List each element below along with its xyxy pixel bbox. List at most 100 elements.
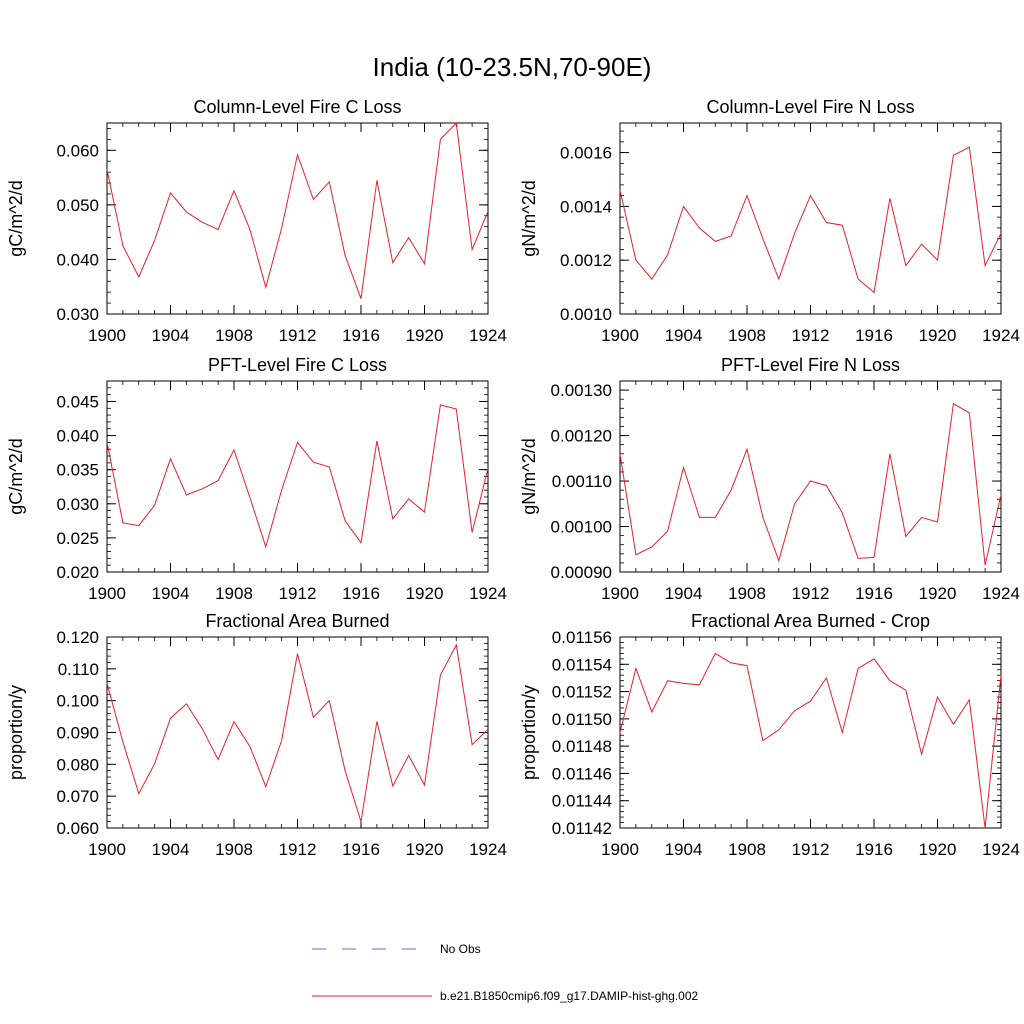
chart-panel-5: Fractional Area Burned proportion/y 1900 19… bbox=[6, 611, 507, 859]
y-tick-label: 0.00110 bbox=[552, 472, 612, 491]
y-tick-label: 0.00130 bbox=[551, 381, 612, 400]
y-tick-label: 0.00090 bbox=[551, 563, 612, 582]
y-tick-label: 0.01146 bbox=[552, 764, 612, 783]
chart-panel-3: PFT-Level Fire C Loss gC/m^2/d 1900 1904 190… bbox=[6, 355, 507, 603]
x-tick-label: 1924 bbox=[982, 840, 1020, 859]
x-tick-label: 1912 bbox=[792, 584, 830, 603]
panel-title: Column-Level Fire C Loss bbox=[193, 97, 401, 117]
x-tick-label: 1908 bbox=[215, 840, 253, 859]
y-tick-label: 0.0014 bbox=[560, 197, 612, 216]
plot-frame bbox=[106, 122, 489, 315]
panel-title: Column-Level Fire N Loss bbox=[706, 97, 914, 117]
x-tick-label: 1924 bbox=[982, 326, 1020, 345]
y-tick-label: 0.090 bbox=[56, 724, 99, 743]
y-tick-label: 0.0016 bbox=[560, 144, 612, 163]
x-tick-label: 1924 bbox=[469, 326, 507, 345]
panel-title: Fractional Area Burned bbox=[205, 611, 389, 631]
series-line bbox=[619, 652, 1002, 829]
panel-title: Fractional Area Burned - Crop bbox=[691, 611, 930, 631]
x-tick-label: 1904 bbox=[152, 840, 190, 859]
y-axis-label: gC/m^2/d bbox=[6, 438, 26, 514]
x-tick-label: 1912 bbox=[792, 840, 830, 859]
panel-title: PFT-Level Fire C Loss bbox=[208, 355, 387, 375]
y-tick-label: 0.050 bbox=[56, 196, 99, 215]
x-tick-label: 1916 bbox=[342, 326, 380, 345]
x-tick-label: 1908 bbox=[215, 584, 253, 603]
x-tick-label: 1916 bbox=[342, 584, 380, 603]
x-tick-label: 1908 bbox=[728, 584, 766, 603]
x-tick-label: 1916 bbox=[855, 584, 893, 603]
x-tick-label: 1912 bbox=[279, 840, 317, 859]
y-tick-label: 0.020 bbox=[56, 563, 99, 582]
y-tick-label: 0.00100 bbox=[551, 518, 612, 537]
x-tick-label: 1924 bbox=[469, 584, 507, 603]
y-tick-label: 0.040 bbox=[56, 250, 99, 269]
chart-panel-2: Column-Level Fire N Loss gN/m^2/d 1900 1904… bbox=[519, 97, 1020, 345]
x-tick-label: 1916 bbox=[855, 840, 893, 859]
x-tick-label: 1912 bbox=[279, 326, 317, 345]
x-tick-label: 1900 bbox=[88, 326, 126, 345]
x-tick-label: 1900 bbox=[601, 326, 639, 345]
x-tick-label: 1920 bbox=[406, 584, 444, 603]
x-tick-label: 1920 bbox=[919, 326, 957, 345]
y-tick-label: 0.040 bbox=[56, 427, 99, 446]
plot-frame bbox=[106, 636, 489, 829]
y-tick-label: 0.080 bbox=[56, 755, 99, 774]
x-tick-label: 1920 bbox=[919, 584, 957, 603]
y-axis-label: proportion/y bbox=[6, 685, 26, 780]
legend: No Obs b.e21.B1850cmip6.f09_g17.DAMIP-his… bbox=[312, 942, 698, 1003]
y-tick-label: 0.045 bbox=[56, 392, 99, 411]
x-tick-label: 1912 bbox=[792, 326, 830, 345]
y-tick-label: 0.070 bbox=[56, 787, 99, 806]
y-tick-label: 0.01156 bbox=[552, 628, 612, 647]
x-tick-label: 1900 bbox=[88, 584, 126, 603]
series-line bbox=[106, 404, 489, 549]
y-axis-label: gN/m^2/d bbox=[519, 438, 539, 514]
y-tick-label: 0.01152 bbox=[552, 683, 612, 702]
x-tick-label: 1904 bbox=[665, 326, 703, 345]
y-tick-label: 0.01148 bbox=[552, 737, 612, 756]
y-tick-label: 0.030 bbox=[56, 305, 99, 324]
x-tick-label: 1916 bbox=[342, 840, 380, 859]
x-tick-label: 1924 bbox=[982, 584, 1020, 603]
y-axis-label: proportion/y bbox=[519, 685, 539, 780]
y-tick-label: 0.035 bbox=[56, 461, 99, 480]
x-tick-label: 1912 bbox=[279, 584, 317, 603]
panel-title: PFT-Level Fire N Loss bbox=[721, 355, 900, 375]
x-tick-label: 1900 bbox=[601, 840, 639, 859]
chart-panel-1: Column-Level Fire C Loss gC/m^2/d 1900 1904… bbox=[6, 97, 507, 345]
y-tick-label: 0.01144 bbox=[552, 792, 612, 811]
y-tick-label: 0.0012 bbox=[560, 251, 612, 270]
series-line bbox=[619, 146, 1002, 294]
x-tick-label: 1904 bbox=[152, 584, 190, 603]
series-line bbox=[106, 121, 489, 299]
y-tick-label: 0.00120 bbox=[551, 427, 612, 446]
x-tick-label: 1904 bbox=[152, 326, 190, 345]
legend-label: No Obs bbox=[440, 942, 481, 956]
y-tick-label: 0.060 bbox=[56, 141, 99, 160]
y-tick-label: 0.01142 bbox=[552, 819, 612, 838]
figure-title: India (10-23.5N,70-90E) bbox=[373, 52, 652, 82]
x-tick-label: 1908 bbox=[728, 326, 766, 345]
y-axis-label: gC/m^2/d bbox=[6, 180, 26, 256]
x-tick-label: 1904 bbox=[665, 584, 703, 603]
x-tick-label: 1900 bbox=[88, 840, 126, 859]
plot-frame bbox=[619, 636, 1002, 829]
chart-panel-4: PFT-Level Fire N Loss gN/m^2/d 1900 1904 190… bbox=[519, 355, 1020, 603]
x-tick-label: 1920 bbox=[919, 840, 957, 859]
x-tick-label: 1900 bbox=[601, 584, 639, 603]
x-tick-label: 1920 bbox=[406, 326, 444, 345]
y-tick-label: 0.01154 bbox=[552, 655, 612, 674]
x-tick-label: 1924 bbox=[469, 840, 507, 859]
y-tick-label: 0.01150 bbox=[552, 710, 612, 729]
y-tick-label: 0.100 bbox=[56, 692, 99, 711]
y-tick-label: 0.110 bbox=[58, 660, 99, 679]
y-tick-label: 0.025 bbox=[56, 529, 99, 548]
x-tick-label: 1908 bbox=[728, 840, 766, 859]
series-line bbox=[619, 402, 1002, 566]
x-tick-label: 1904 bbox=[665, 840, 703, 859]
legend-label: b.e21.B1850cmip6.f09_g17.DAMIP-hist-ghg.… bbox=[440, 989, 698, 1003]
x-tick-label: 1920 bbox=[406, 840, 444, 859]
y-tick-label: 0.060 bbox=[56, 819, 99, 838]
